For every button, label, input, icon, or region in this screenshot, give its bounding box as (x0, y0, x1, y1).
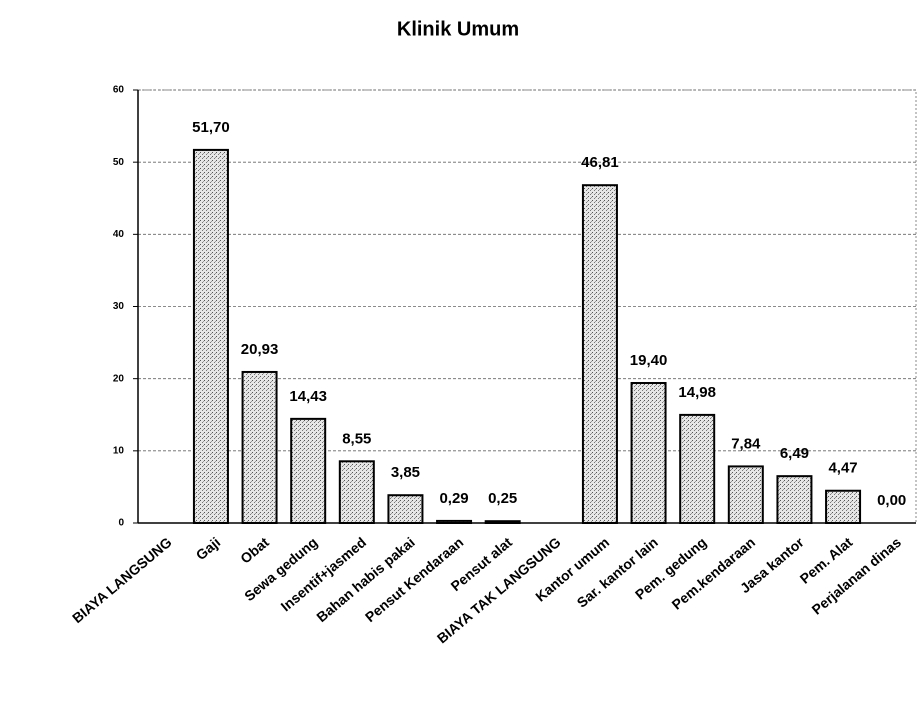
y-tick-label: 60 (113, 85, 125, 96)
bar (776, 475, 813, 524)
bar (338, 460, 375, 524)
y-tick-label: 30 (113, 301, 125, 312)
bar (387, 494, 424, 524)
bar (825, 489, 862, 524)
value-label: 8,55 (342, 430, 371, 447)
value-label: 3,85 (391, 464, 420, 481)
bar (290, 417, 327, 524)
x-tick-label: Insentif+jasmed (277, 534, 369, 615)
value-label: 6,49 (780, 445, 809, 462)
x-tick-label: BIAYA LANGSUNG (69, 534, 175, 626)
bar (727, 465, 764, 524)
x-tick-label: Perjalanan dinas (808, 534, 904, 618)
bar (679, 413, 716, 525)
y-tick-label: 10 (113, 445, 125, 456)
bar (630, 381, 667, 524)
bar (581, 184, 618, 524)
bar (436, 519, 473, 524)
y-tick-label: 50 (113, 157, 125, 168)
value-label: 19,40 (630, 352, 668, 369)
value-label: 7,84 (731, 435, 761, 452)
y-tick-label: 40 (113, 229, 125, 240)
value-label: 20,93 (241, 341, 279, 358)
value-label: 4,47 (828, 460, 857, 477)
y-tick-label: 20 (113, 373, 125, 384)
value-label: 14,98 (678, 384, 716, 401)
value-label: 51,70 (192, 119, 230, 136)
x-tick-label: Gaji (193, 534, 224, 563)
y-tick-label: 0 (118, 518, 124, 529)
value-label: 46,81 (581, 154, 619, 171)
x-tick-label: Pem.kendaraan (669, 534, 759, 613)
bar (484, 520, 521, 525)
chart-title: Klinik Umum (397, 18, 519, 40)
value-label: 0,25 (488, 490, 517, 507)
value-label: 0,00 (877, 492, 906, 509)
value-label: 0,29 (439, 490, 468, 507)
bar (192, 148, 229, 524)
x-tick-label: Obat (237, 534, 272, 567)
value-label: 14,43 (289, 388, 327, 405)
bar (241, 370, 278, 524)
